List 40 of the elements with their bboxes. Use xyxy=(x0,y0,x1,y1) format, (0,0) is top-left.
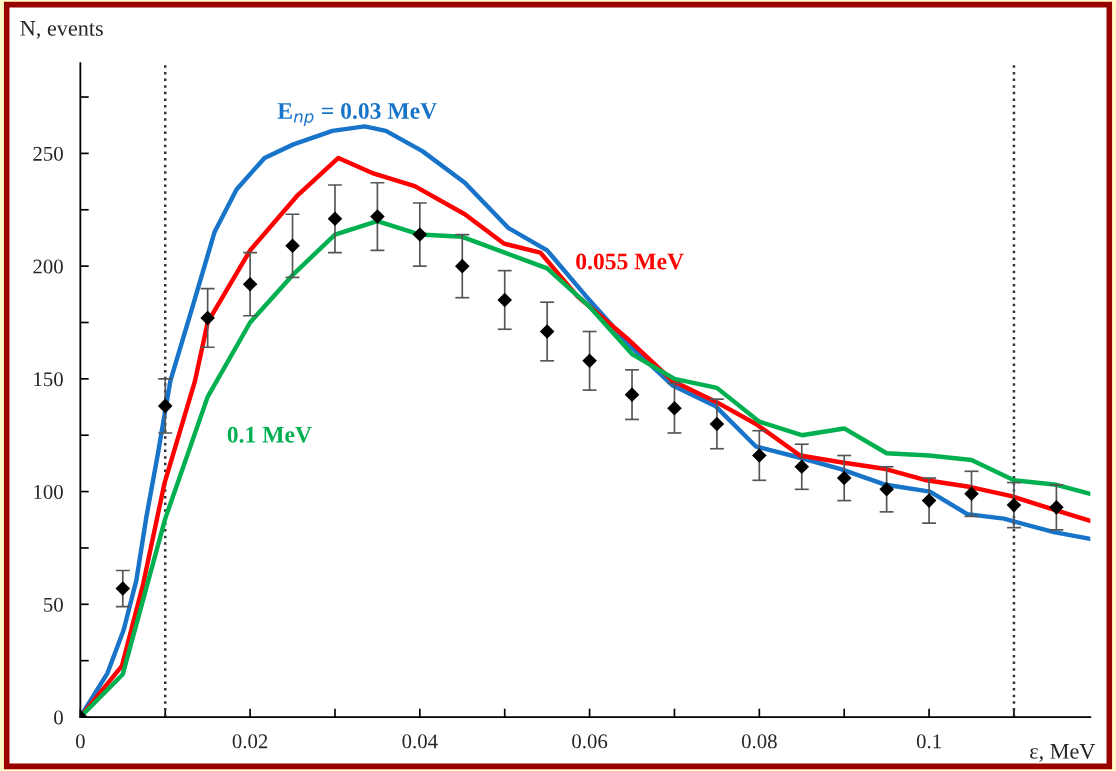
y-tick-label: 150 xyxy=(34,372,63,387)
y-tick-label: 250 xyxy=(33,146,63,161)
y-tick-label: 100 xyxy=(34,484,63,500)
point xyxy=(370,209,385,224)
point xyxy=(327,211,343,227)
x-tick-label: 0.02 xyxy=(232,734,268,749)
y-tick-label: 0 xyxy=(54,710,63,725)
series-label: E$_{np}$ = 0.03 MeV xyxy=(277,102,437,126)
point xyxy=(285,238,300,254)
point xyxy=(794,459,810,475)
series-label: 0.055 MeV xyxy=(576,253,684,270)
point xyxy=(200,310,215,326)
point xyxy=(879,482,894,497)
point xyxy=(412,227,428,242)
point xyxy=(115,581,131,596)
y-tick-label: 200 xyxy=(33,259,63,274)
point xyxy=(582,353,597,369)
point xyxy=(624,387,640,402)
point xyxy=(1006,497,1022,513)
point xyxy=(1049,500,1064,515)
point xyxy=(242,276,258,292)
point xyxy=(709,416,725,432)
y-axis-title: N, events xyxy=(20,21,103,40)
x-tick-label: 0.04 xyxy=(402,734,438,749)
x-tick-label: 0.08 xyxy=(741,734,777,749)
x-tick-label: 0 xyxy=(75,734,85,749)
point xyxy=(836,470,852,486)
point xyxy=(964,486,979,502)
x-tick-label: 0.1 xyxy=(916,734,941,749)
point xyxy=(539,324,555,339)
y-tick-label: 50 xyxy=(44,597,63,612)
series-label: 0.1 MeV xyxy=(227,426,312,443)
point xyxy=(921,493,937,508)
point xyxy=(752,448,767,463)
x-tick-label: 0.06 xyxy=(572,734,608,749)
point xyxy=(497,292,512,308)
point xyxy=(157,398,173,414)
point xyxy=(454,258,470,274)
point xyxy=(667,400,682,416)
x-axis-title: ε, MeV xyxy=(1030,744,1096,763)
